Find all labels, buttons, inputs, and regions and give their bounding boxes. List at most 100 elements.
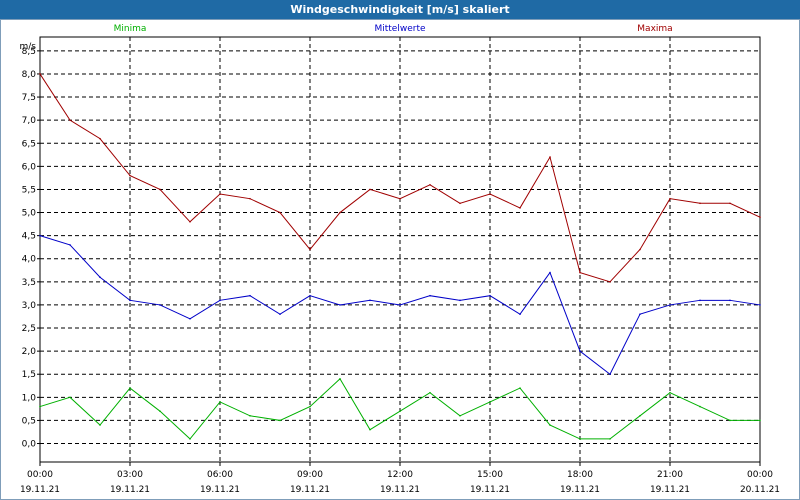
y-tick-label: 4,5 <box>22 232 36 242</box>
data-point <box>669 304 671 306</box>
data-point <box>129 299 131 302</box>
data-point <box>699 299 701 302</box>
x-tick-date: 19.11.21 <box>560 485 600 495</box>
data-point <box>669 391 671 394</box>
data-point <box>189 317 191 320</box>
data-point <box>729 202 731 205</box>
x-tick-time: 06:00 <box>207 470 233 480</box>
data-point <box>489 193 491 195</box>
data-point <box>609 281 611 283</box>
data-point <box>549 156 551 158</box>
y-tick-label: 8,5 <box>22 47 36 57</box>
y-tick-label: 1,0 <box>22 393 37 403</box>
y-tick-label: 2,0 <box>22 347 37 357</box>
data-point <box>39 73 41 75</box>
y-unit-label: m/s <box>20 42 37 52</box>
data-point <box>579 350 581 352</box>
data-point <box>399 304 401 306</box>
y-tick-label: 6,0 <box>22 162 37 172</box>
data-point <box>429 184 431 186</box>
series-group <box>39 73 761 440</box>
data-point <box>129 174 131 177</box>
y-tick-label: 7,5 <box>22 93 36 103</box>
labels: 0,0 0,5 1,0 1,5 2,0 2,5 3,0 3,5 4,0 4,5 5,0 5,5 6,0 6… <box>20 24 781 495</box>
data-point <box>219 401 221 403</box>
data-point <box>99 137 101 140</box>
x-tick-date: 19.11.21 <box>110 485 150 495</box>
y-tick-label: 5,5 <box>22 185 36 195</box>
data-point <box>579 271 581 274</box>
x-tick-date: 19.11.21 <box>200 485 240 495</box>
chart-title: Windgeschwindigkeit [m/s] skaliert <box>0 0 800 19</box>
data-point <box>369 428 371 431</box>
x-tick-time: 00:00 <box>27 470 53 480</box>
data-point <box>369 188 371 191</box>
data-point <box>519 387 521 389</box>
data-point <box>69 244 71 246</box>
x-tick-date: 20.11.21 <box>740 485 780 495</box>
data-point <box>609 373 611 376</box>
data-point <box>489 294 491 297</box>
y-tick-label: 8,0 <box>22 70 37 80</box>
data-point <box>189 438 191 440</box>
data-point <box>759 419 761 422</box>
data-point <box>759 216 761 218</box>
data-point <box>549 271 551 274</box>
x-tick-date: 19.11.21 <box>470 485 510 495</box>
data-point <box>399 197 401 200</box>
data-point <box>459 299 461 302</box>
grid <box>40 37 760 462</box>
data-point <box>729 299 731 302</box>
data-point <box>159 188 161 191</box>
data-point <box>279 211 281 214</box>
x-tick-date: 19.11.21 <box>290 485 330 495</box>
x-tick-time: 21:00 <box>657 470 683 480</box>
data-point <box>699 202 701 205</box>
data-point <box>69 119 71 121</box>
data-point <box>279 419 281 422</box>
data-point <box>489 401 491 403</box>
data-point <box>429 294 431 297</box>
data-point <box>249 415 251 417</box>
data-point <box>339 211 341 214</box>
data-point <box>639 248 641 251</box>
x-tick-time: 12:00 <box>387 470 413 480</box>
axes <box>37 36 761 466</box>
data-point <box>339 304 341 306</box>
data-point <box>309 248 311 251</box>
data-point <box>639 313 641 315</box>
plot-border <box>39 36 761 463</box>
data-point <box>549 424 551 426</box>
x-tick-time: 18:00 <box>567 470 593 480</box>
y-tick-label: 0,5 <box>22 416 36 426</box>
data-point <box>369 299 371 302</box>
data-point <box>699 405 701 408</box>
data-point <box>99 424 101 426</box>
data-point <box>519 313 521 315</box>
data-point <box>129 387 131 389</box>
data-point <box>459 415 461 417</box>
y-tick-label: 3,0 <box>22 301 37 311</box>
data-point <box>729 419 731 422</box>
data-point <box>429 391 431 394</box>
y-tick-label: 2,5 <box>22 324 36 334</box>
data-point <box>279 313 281 315</box>
y-tick-label: 0,0 <box>22 440 37 450</box>
legend-minima: Minima <box>114 24 147 34</box>
data-point <box>249 197 251 200</box>
data-point <box>219 299 221 302</box>
data-point <box>339 378 341 380</box>
y-tick-label: 5,0 <box>22 209 37 219</box>
data-point <box>309 294 311 297</box>
y-tick-label: 3,5 <box>22 278 36 288</box>
x-tick-date: 19.11.21 <box>380 485 420 495</box>
x-tick-date: 19.11.21 <box>650 485 690 495</box>
data-point <box>399 410 401 412</box>
data-point <box>519 207 521 209</box>
data-point <box>39 234 41 237</box>
data-point <box>219 193 221 195</box>
data-point <box>309 405 311 408</box>
x-tick-time: 00:00 <box>747 470 773 480</box>
x-tick-time: 15:00 <box>477 470 503 480</box>
data-point <box>159 304 161 306</box>
